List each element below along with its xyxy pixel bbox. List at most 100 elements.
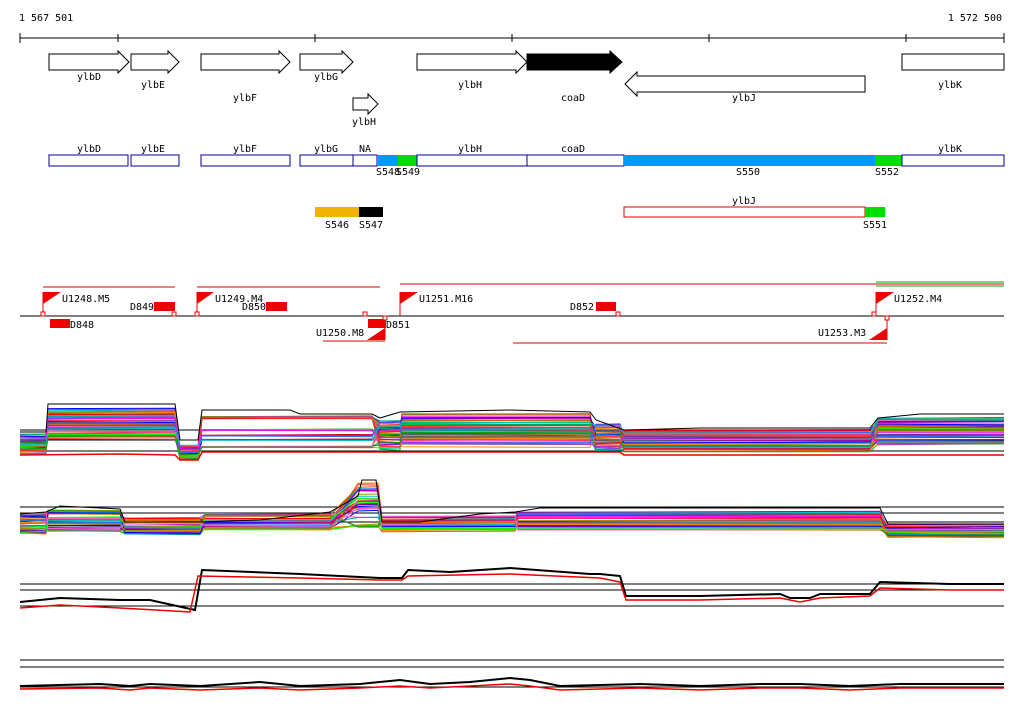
feature-D850[interactable]: D850	[242, 302, 287, 313]
profile-line	[19, 510, 1005, 536]
segment-label: S551	[863, 220, 887, 231]
gene-label: ylbH	[458, 80, 482, 91]
feature-D852[interactable]: D852	[570, 302, 616, 313]
gene-arrow-ylbF[interactable]: ylbF	[200, 49, 291, 104]
segment-label: ylbG	[314, 144, 338, 155]
feature-U1248.M5[interactable]: U1248.M5	[42, 292, 110, 316]
gene-label: ylbG	[314, 72, 338, 83]
segment-label: ylbD	[77, 144, 101, 155]
segment-S551[interactable]	[865, 207, 885, 217]
feature-label: U1251.M16	[419, 294, 473, 305]
segment-ylbF[interactable]	[200, 154, 291, 167]
segment-ylbK[interactable]	[901, 154, 1005, 167]
segment-track-plus: ylbD ylbE ylbF ylbG NA S548 S549 ylbH co…	[48, 144, 1005, 178]
feature-label: D848	[70, 320, 94, 331]
segment-label: ylbJ	[732, 196, 756, 207]
segment-label: S547	[359, 220, 383, 231]
segment-S552[interactable]	[875, 155, 902, 166]
profile-line	[19, 488, 1005, 536]
profile-line	[19, 497, 1005, 533]
segment-coaD[interactable]	[526, 154, 625, 167]
feature-label: U1253.M3	[818, 328, 866, 339]
profile-line	[19, 676, 1004, 688]
gene-arrow-coaD[interactable]: coaD	[526, 49, 623, 104]
profile-line	[19, 683, 1004, 691]
profile-line	[19, 413, 1005, 453]
profile-line	[19, 424, 1005, 450]
gene-label: ylbJ	[732, 93, 756, 104]
gene-arrow-ylbH-small[interactable]: ylbH	[352, 92, 379, 128]
expression-panel-4	[19, 659, 1004, 691]
segment-label: S546	[325, 220, 349, 231]
segment-S550[interactable]	[624, 155, 875, 166]
segment-label: ylbE	[141, 144, 165, 155]
profile-line	[19, 451, 1004, 461]
gene-arrow-ylbG[interactable]: ylbG	[299, 49, 354, 83]
expression-panel-3	[19, 566, 1004, 613]
profile-line	[19, 573, 1004, 613]
segment-label: S550	[736, 167, 760, 178]
segment-S546[interactable]	[315, 207, 359, 217]
profile-line	[19, 505, 1005, 534]
expression-panel-2	[19, 479, 1005, 539]
feature-D851[interactable]: D851	[368, 319, 410, 331]
gene-arrow-ylbK[interactable]: ylbK	[901, 53, 1005, 91]
segment-label: S552	[875, 167, 899, 178]
segment-ylbG[interactable]	[299, 154, 354, 167]
feature-D849[interactable]: D849	[130, 302, 175, 313]
profile-line	[19, 416, 1005, 457]
profile-line	[19, 430, 1005, 456]
segment-label: S549	[396, 167, 420, 178]
profile-line	[19, 416, 1005, 452]
profile-line	[19, 416, 1005, 453]
segment-S548[interactable]	[377, 155, 398, 166]
feature-U1252.M4[interactable]: U1252.M4	[875, 292, 942, 316]
feature-D848[interactable]: D848	[50, 319, 94, 331]
profile-line	[19, 479, 1004, 525]
coordinate-ruler	[19, 33, 1005, 43]
segment-label: ylbH	[458, 144, 482, 155]
gene-label: ylbK	[938, 80, 962, 91]
segment-label: S548	[376, 167, 400, 178]
gene-label: ylbF	[233, 93, 257, 104]
feature-U1253.M3[interactable]: U1253.M3	[818, 316, 888, 340]
gene-track: ylbD ylbE ylbF ylbG ylbH ylbH	[48, 49, 1005, 128]
segment-track-minus: S546 S547 ylbJ S551	[315, 196, 887, 231]
segment-ylbE[interactable]	[130, 154, 180, 167]
profile-line	[19, 504, 1005, 537]
expression-panel-1	[19, 403, 1005, 461]
profile-line	[20, 403, 1004, 441]
feature-label: D850	[242, 302, 266, 313]
profile-line	[19, 507, 1005, 531]
gene-label: ylbE	[141, 80, 165, 91]
segment-NA[interactable]	[352, 154, 378, 167]
feature-label: D851	[386, 320, 410, 331]
feature-label: U1248.M5	[62, 294, 110, 305]
feature-track: U1248.M5 U1249.M4 U1251.M16 U1252.M4 U12	[20, 281, 1004, 344]
profile-line	[19, 566, 1004, 612]
segment-ylbD[interactable]	[48, 154, 129, 167]
segment-label: ylbK	[938, 144, 962, 155]
segment-S549[interactable]	[398, 155, 417, 166]
feature-label: U1249.M4	[215, 294, 263, 305]
profile-line	[19, 506, 1005, 539]
segment-S547[interactable]	[359, 207, 383, 217]
gene-arrow-ylbJ[interactable]: ylbJ	[624, 70, 866, 104]
profile-line	[19, 417, 1005, 446]
feature-label: U1250.M8	[316, 328, 364, 339]
segment-label: coaD	[561, 144, 585, 155]
ruler-start-label: 1 567 501	[19, 13, 74, 24]
segment-label: ylbF	[233, 144, 257, 155]
profile-line	[19, 513, 1005, 536]
feature-U1251.M16[interactable]: U1251.M16	[399, 292, 473, 316]
feature-label: D852	[570, 302, 594, 313]
profile-line	[19, 417, 1005, 451]
gene-arrow-ylbE[interactable]: ylbE	[130, 49, 180, 91]
gene-arrow-ylbD[interactable]: ylbD	[48, 49, 130, 83]
gene-label: ylbD	[77, 72, 101, 83]
gene-arrow-ylbH[interactable]: ylbH	[416, 49, 528, 91]
segment-ylbH[interactable]	[416, 154, 528, 167]
segment-ylbJ[interactable]	[623, 206, 866, 218]
feature-label: D849	[130, 302, 154, 313]
